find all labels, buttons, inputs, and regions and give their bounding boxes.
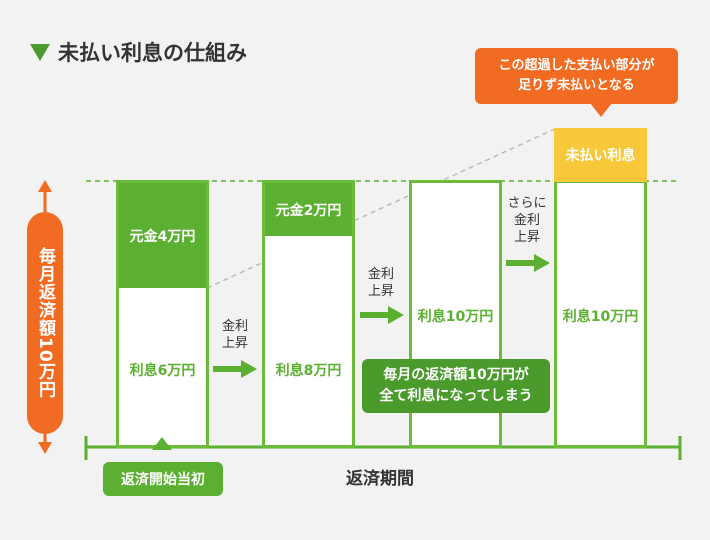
right-arrow-icon-2 — [360, 306, 404, 324]
monthly-payment-label-text: 毎月返済額10万円 — [35, 247, 55, 399]
right-arrow-icon-1 — [213, 360, 257, 378]
rate-up-label-2: 金利 上昇 — [367, 267, 394, 299]
y-arrow-down-icon — [38, 442, 52, 454]
principal-block-1: 元金4万円 — [119, 183, 206, 288]
y-arrow-up-icon — [38, 180, 52, 192]
page-title: 未払い利息の仕組み — [58, 41, 247, 65]
start-label-pointer — [152, 437, 172, 450]
right-arrow-icon-3 — [506, 254, 550, 272]
rate-up-label-3: さらに 金利 上昇 — [507, 196, 547, 245]
all-interest-callout: 毎月の返済額10万円が 全て利息になってしまう — [362, 359, 550, 413]
start-label: 返済開始当初 — [103, 462, 223, 496]
monthly-payment-vertical-label: 毎月返済額10万円 — [27, 212, 63, 434]
unpaid-callout-pointer — [590, 103, 612, 117]
title-triangle-icon — [30, 44, 50, 61]
interest-label-4: 利息10万円 — [562, 309, 639, 325]
interest-label-2: 利息8万円 — [275, 363, 342, 379]
principal-block-2: 元金2万円 — [265, 183, 352, 236]
rate-up-label-1: 金利 上昇 — [221, 319, 248, 351]
interest-label-3: 利息10万円 — [417, 309, 494, 325]
repayment-period-label: 返済期間 — [346, 469, 414, 489]
column-4 — [554, 180, 647, 448]
unpaid-callout: この超過した支払い部分が 足りず未払いとなる — [475, 48, 678, 104]
interest-label-1: 利息6万円 — [129, 363, 196, 379]
unpaid-interest-block: 未払い利息 — [554, 128, 647, 182]
